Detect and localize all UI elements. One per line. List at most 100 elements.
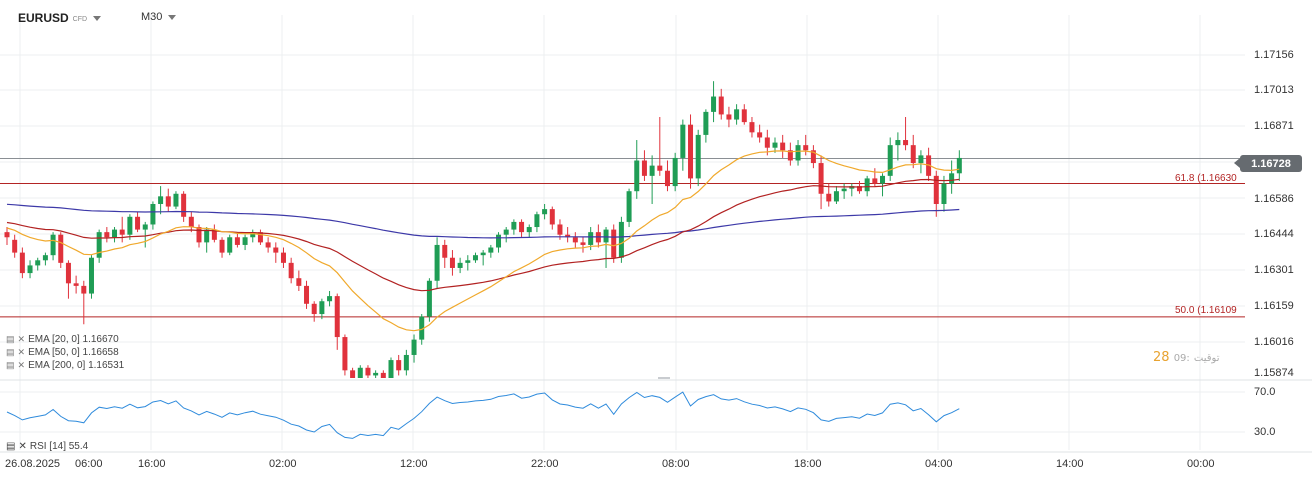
candle-body	[757, 132, 763, 138]
candle-body	[73, 283, 79, 286]
candle-body	[357, 367, 363, 378]
candle-body	[680, 124, 686, 158]
candle-body	[688, 124, 694, 179]
candle-body	[664, 170, 670, 187]
candle-body	[304, 285, 310, 304]
candle-body	[449, 257, 455, 268]
rsi-line	[6, 391, 960, 439]
candle-body	[603, 229, 609, 243]
candle-body	[96, 232, 102, 258]
candle-body	[81, 285, 87, 294]
x-axis-label: 02:00	[269, 458, 297, 470]
candle-body	[35, 260, 41, 266]
candle-body	[634, 160, 640, 192]
candle-body	[204, 229, 210, 243]
candle-body	[342, 337, 348, 371]
candle-body	[142, 224, 148, 230]
candle-body	[895, 140, 901, 146]
candle-body	[864, 178, 870, 192]
candle-body	[780, 142, 786, 151]
candle-body	[580, 242, 586, 245]
close-icon[interactable]: ✕	[17, 334, 26, 344]
rsi-label: RSI [14] 55.4	[29, 441, 89, 452]
countdown-time: 09:	[1173, 353, 1190, 364]
candle-body	[311, 303, 317, 315]
candle-body	[242, 237, 248, 245]
candle-body	[618, 221, 624, 258]
indicator-legend-ema20[interactable]: ▤ ✕ EMA [20, 0] 1.16670	[6, 334, 119, 345]
indicator-legend-rsi[interactable]: ▤ ✕ RSI [14] 55.4	[6, 441, 88, 452]
candle-body	[803, 145, 809, 151]
candle-body	[672, 157, 678, 187]
candle-body	[941, 183, 947, 204]
candle-body	[419, 316, 425, 340]
candle-body	[496, 234, 502, 248]
x-axis-label: 18:00	[794, 458, 822, 470]
candle-body	[726, 114, 732, 120]
y-axis-label: 1.16444	[1254, 228, 1294, 240]
candle-body	[903, 140, 909, 146]
candle-body	[749, 122, 755, 133]
settings-icon[interactable]: ▤	[6, 441, 16, 452]
candle-body	[787, 150, 793, 161]
settings-icon[interactable]: ▤	[6, 360, 15, 370]
candle-body	[42, 255, 48, 261]
settings-icon[interactable]: ▤	[6, 347, 15, 357]
candle-body	[280, 252, 286, 263]
close-icon[interactable]: ✕	[17, 360, 26, 370]
y-axis-label: 1.15874	[1254, 367, 1294, 379]
ema-200-line	[6, 203, 960, 239]
candle-body	[488, 247, 494, 253]
rsi-level-70: 70.0	[1254, 386, 1276, 398]
indicator-legend-ema50[interactable]: ▤ ✕ EMA [50, 0] 1.16658	[6, 347, 119, 358]
candle-body	[104, 232, 110, 238]
y-axis-label: 1.17156	[1254, 49, 1294, 61]
x-axis-label: 26.08.2025	[5, 458, 61, 470]
rsi-level-30: 30.0	[1254, 426, 1276, 438]
candle-body	[365, 367, 371, 376]
candle-body	[403, 354, 409, 371]
candle-body	[396, 360, 402, 371]
candle-body	[257, 232, 263, 243]
x-axis-label: 12:00	[400, 458, 428, 470]
current-price-tag: 1.16728	[1234, 155, 1302, 172]
candle-body	[657, 165, 663, 171]
candle-body	[519, 221, 525, 233]
countdown-text: توقيت	[1193, 353, 1220, 364]
settings-icon[interactable]: ▤	[6, 334, 15, 344]
x-axis-label: 14:00	[1056, 458, 1084, 470]
y-axis-label: 1.16159	[1254, 300, 1294, 312]
candle-body	[626, 191, 632, 222]
indicator-label: EMA [200, 0] 1.16531	[28, 360, 125, 371]
candle-body	[542, 209, 548, 215]
chevron-down-icon[interactable]	[168, 14, 177, 20]
candle-body	[158, 196, 164, 204]
candle-body	[826, 193, 832, 202]
symbol-selector[interactable]: EURUSD CFD	[18, 8, 102, 28]
fib-label-618: 61.8 (1.16630	[1175, 173, 1237, 184]
y-axis-label: 1.16871	[1254, 120, 1294, 132]
candle-body	[426, 280, 432, 317]
candle-body	[165, 196, 171, 207]
candle-body	[910, 145, 916, 164]
candle-body	[734, 109, 740, 120]
close-icon[interactable]: ✕	[18, 441, 27, 452]
candle-body	[250, 232, 256, 238]
candle-body	[188, 216, 194, 228]
candle-body	[511, 221, 517, 230]
candle-body	[373, 372, 379, 376]
chevron-down-icon[interactable]	[93, 15, 102, 21]
y-axis-label: 1.16586	[1254, 193, 1294, 205]
session-countdown: 28 09: توقيت	[1153, 350, 1220, 365]
candle-body	[772, 142, 778, 148]
timeframe-selector[interactable]: M30	[141, 11, 177, 23]
close-icon[interactable]: ✕	[17, 347, 26, 357]
indicator-legend-ema200[interactable]: ▤ ✕ EMA [200, 0] 1.16531	[6, 360, 124, 371]
candle-body	[127, 216, 133, 235]
indicator-label: EMA [50, 0] 1.16658	[28, 347, 119, 358]
candle-body	[949, 173, 955, 184]
candle-body	[918, 155, 924, 164]
candle-body	[288, 262, 294, 279]
